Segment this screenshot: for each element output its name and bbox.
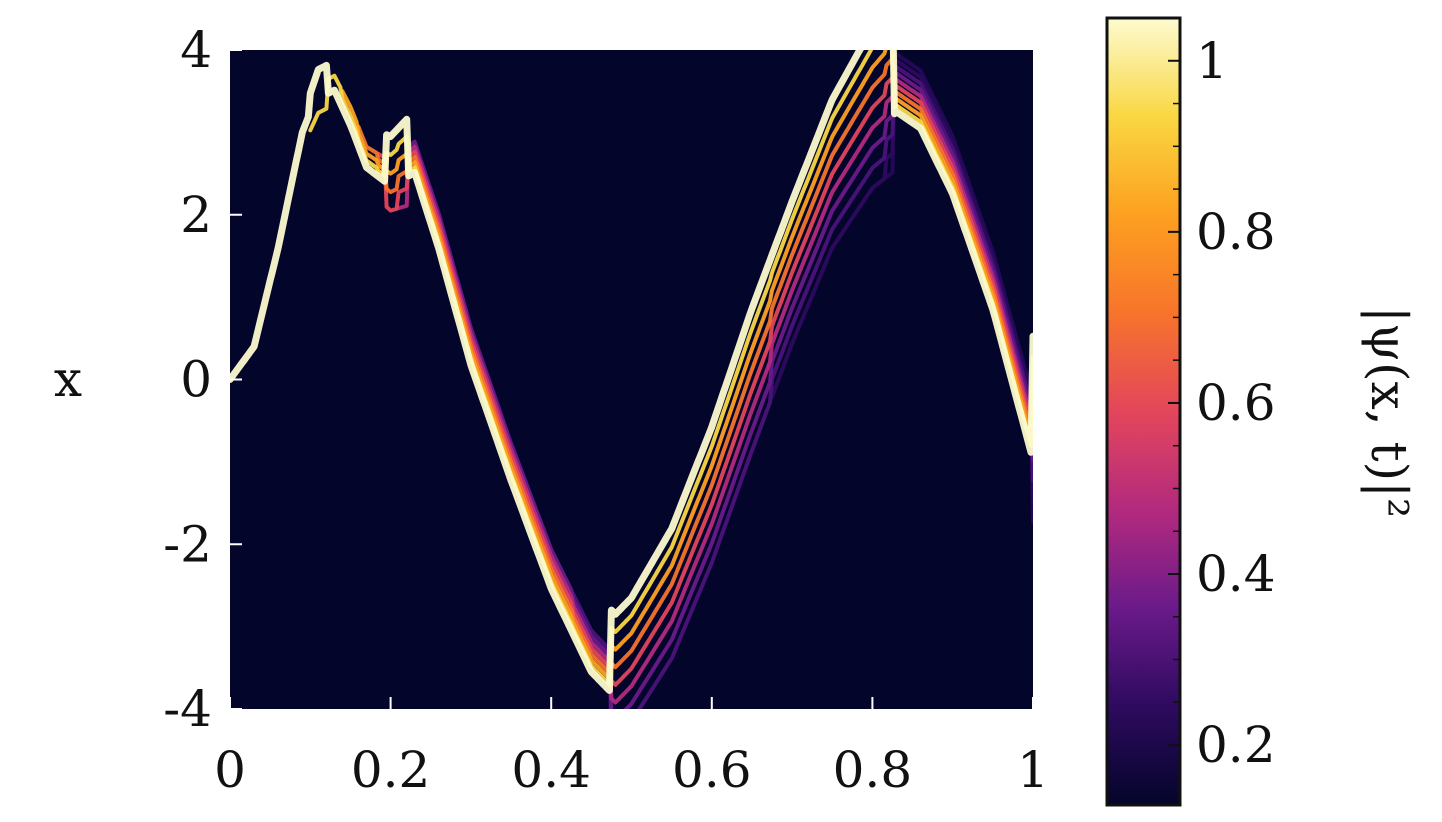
x-tick-label: 0.2 <box>351 741 431 799</box>
colorbar-tick-label: 0.8 <box>1196 203 1276 261</box>
x-tick-label: 0.6 <box>672 741 752 799</box>
fringe-line <box>230 50 1033 694</box>
colorbar <box>1105 16 1182 807</box>
x-tick-label: 0.8 <box>833 741 913 799</box>
colorbar-ticks: 1 0.8 0.6 0.4 0.2 <box>1168 32 1276 774</box>
x-tick-label: 1 <box>1017 741 1049 799</box>
colorbar-label: |ψ(x, t)|² <box>1360 306 1418 518</box>
x-tick-label: 0.4 <box>511 741 591 799</box>
y-axis-label: x <box>54 350 82 408</box>
fringe-line <box>396 77 1033 705</box>
fringe-line <box>406 71 1033 709</box>
plot-frame <box>229 49 1034 710</box>
colorbar-tick-label: 0.4 <box>1196 545 1276 603</box>
y-tick-label: -2 <box>163 515 212 573</box>
y-tick-label: -4 <box>163 680 212 738</box>
fringe-line <box>376 75 1033 687</box>
plot-background <box>230 50 1033 709</box>
y-tick-label: 0 <box>180 351 212 409</box>
fringe-line <box>571 64 1033 709</box>
x-axis-ticks: 0 0.2 0.4 0.6 0.8 1 <box>214 741 1049 799</box>
y-axis-ticks: 4 2 0 -2 -4 <box>163 21 212 738</box>
density-heatmap <box>230 50 1033 709</box>
colorbar-tick-label: 0.2 <box>1196 716 1276 774</box>
y-tick-label: 4 <box>180 21 212 79</box>
colorbar-tick-label: 1 <box>1196 32 1228 90</box>
y-tick-label: 2 <box>180 186 212 244</box>
colorbar-tick-label: 0.6 <box>1196 374 1276 432</box>
x-tick-label: 0 <box>214 741 246 799</box>
fringe-line <box>770 58 1033 503</box>
